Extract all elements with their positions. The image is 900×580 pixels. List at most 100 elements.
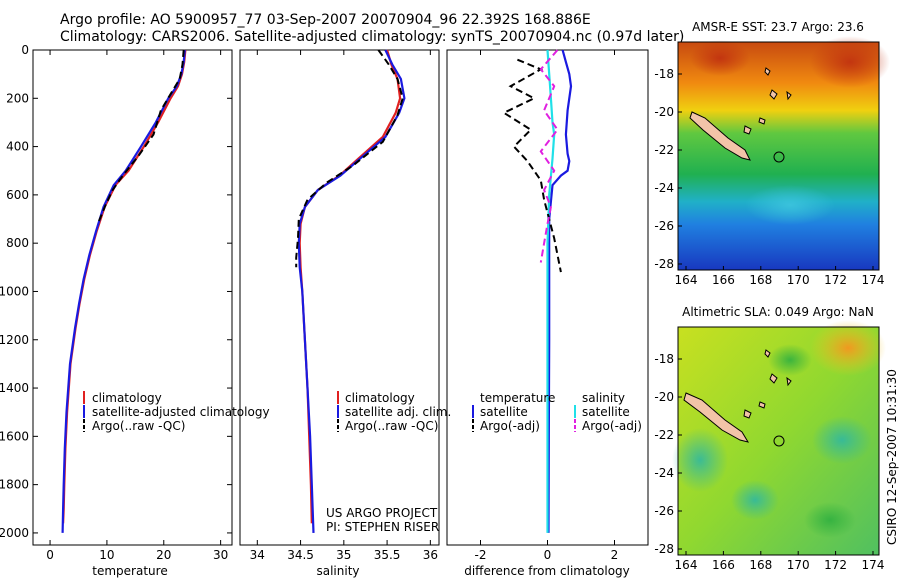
sst-warm-patch bbox=[690, 40, 750, 76]
legend-label: climatology bbox=[345, 391, 415, 405]
map-x-tick-label: 164 bbox=[675, 273, 698, 287]
difference-legend: temperature satellite Argo(-adj) salinit… bbox=[472, 391, 642, 433]
series-line-argo-raw-qc bbox=[295, 49, 404, 268]
legend-label: satellite bbox=[480, 405, 528, 419]
map-y-tick-label: -26 bbox=[654, 219, 674, 233]
salinity-plot: 34 34.5 35 35.5 36 bbox=[250, 49, 438, 562]
legend-label: Argo(-adj) bbox=[582, 419, 642, 433]
y-tick-label: 2000 bbox=[0, 526, 29, 540]
legend-label: satellite-adjusted climatology bbox=[92, 405, 270, 419]
sla-mid-patch bbox=[768, 344, 812, 376]
y-tick-label: 800 bbox=[6, 236, 29, 250]
y-tick-label: 1200 bbox=[0, 333, 29, 347]
x-tick-label: 2 bbox=[611, 548, 619, 562]
map-x-tick-label: 168 bbox=[749, 558, 772, 572]
legend-label: Argo(..raw -QC) bbox=[345, 419, 438, 433]
map-y-tick-label: -22 bbox=[654, 143, 674, 157]
x-tick-label: 10 bbox=[99, 548, 114, 562]
map-x-tick-label: 172 bbox=[824, 558, 847, 572]
sst-map bbox=[677, 36, 890, 271]
map-x-tick-label: 166 bbox=[712, 558, 735, 572]
series-line-argo-raw-qc bbox=[96, 49, 185, 225]
map-y-tick-label: -20 bbox=[654, 105, 674, 119]
new-caledonia-island bbox=[683, 392, 750, 443]
map-y-tick-label: -22 bbox=[654, 428, 674, 442]
series-line-temperature-argo-adj bbox=[501, 58, 562, 273]
argo-location-marker bbox=[773, 435, 785, 447]
difference-plot: -2 0 2 bbox=[475, 49, 619, 562]
sla-low-patch bbox=[731, 480, 779, 520]
y-tick-label: 1800 bbox=[0, 478, 29, 492]
x-tick-label: 35.5 bbox=[374, 548, 401, 562]
x-tick-label: 34 bbox=[250, 548, 265, 562]
sla-mid-patch bbox=[804, 502, 856, 538]
sla-map bbox=[672, 320, 886, 556]
map-y-tick-label: -24 bbox=[654, 466, 674, 480]
y-tick-label: 0 bbox=[21, 43, 29, 57]
sla-low-patch bbox=[812, 416, 872, 464]
map-x-tick-label: 168 bbox=[749, 273, 772, 287]
map-y-tick-label: -28 bbox=[654, 542, 674, 556]
y-tick-label: 1600 bbox=[0, 429, 29, 443]
sla-high-patch bbox=[810, 320, 886, 376]
y-tick-label: 1000 bbox=[0, 284, 29, 298]
sla-map-title: Altimetric SLA: 0.049 Argo: NaN bbox=[682, 305, 874, 319]
x-tick-label: 30 bbox=[213, 548, 228, 562]
x-tick-label: 34.5 bbox=[287, 548, 314, 562]
loyalty-islands bbox=[743, 67, 792, 135]
y-tick-label: 1400 bbox=[0, 381, 29, 395]
y-tick-label: 600 bbox=[6, 188, 29, 202]
sla-map-frame bbox=[677, 326, 880, 556]
salinity-xlabel: salinity bbox=[316, 564, 359, 578]
map-x-tick-label: 164 bbox=[675, 558, 698, 572]
map-y-tick-label: -18 bbox=[654, 352, 674, 366]
map-y-tick-label: -28 bbox=[654, 257, 674, 271]
series-line-satellite-adj-clim bbox=[297, 49, 406, 533]
map-x-tick-label: 174 bbox=[862, 273, 885, 287]
x-tick-label: 0 bbox=[46, 548, 54, 562]
map-x-tick-label: 170 bbox=[787, 273, 810, 287]
legend-group-title: salinity bbox=[582, 391, 625, 405]
difference-xlabel: difference from climatology bbox=[464, 564, 630, 578]
y-tick-label: 200 bbox=[6, 91, 29, 105]
timestamp-stamp: CSIRO 12-Sep-2007 10:31:30 bbox=[885, 369, 899, 545]
legend-label: Argo(-adj) bbox=[480, 419, 540, 433]
temperature-legend: climatology satellite-adjusted climatolo… bbox=[83, 391, 270, 433]
map-x-tick-label: 170 bbox=[787, 558, 810, 572]
temperature-plot: 0 10 20 30 0 200 400 600 800 1000 1200 1400 1600 1800… bbox=[0, 43, 232, 562]
new-caledonia-island bbox=[689, 111, 751, 161]
sst-warm-patch bbox=[810, 36, 890, 88]
sst-map-title: AMSR-E SST: 23.7 Argo: 23.6 bbox=[692, 20, 864, 34]
sla-low-patch bbox=[672, 428, 728, 492]
map-y-tick-label: -18 bbox=[654, 67, 674, 81]
map-y-tick-label: -26 bbox=[654, 504, 674, 518]
x-tick-label: 35 bbox=[336, 548, 351, 562]
map-y-tick-label: -20 bbox=[654, 390, 674, 404]
legend-label: Argo(..raw -QC) bbox=[92, 419, 185, 433]
series-line-satellite-adjusted-climatology bbox=[61, 49, 186, 533]
sst-map-frame bbox=[677, 41, 880, 271]
legend-label: satellite bbox=[582, 405, 630, 419]
map-x-tick-label: 174 bbox=[862, 558, 885, 572]
chart-title-line1: Argo profile: AO 5900957_77 03-Sep-2007 … bbox=[60, 12, 591, 28]
pi-credit: PI: STEPHEN RISER bbox=[326, 520, 439, 534]
temperature-xlabel: temperature bbox=[92, 564, 167, 578]
temperature-panel-frame bbox=[32, 49, 233, 546]
series-line-salinity-argo-adj bbox=[539, 49, 559, 263]
y-tick-label: 400 bbox=[6, 140, 29, 154]
x-tick-label: 0 bbox=[544, 548, 552, 562]
map-x-tick-label: 166 bbox=[712, 273, 735, 287]
x-tick-label: 36 bbox=[423, 548, 438, 562]
loyalty-islands bbox=[743, 349, 792, 419]
x-tick-label: 20 bbox=[156, 548, 171, 562]
series-line-temperature-satellite bbox=[547, 49, 573, 533]
legend-group-title: temperature bbox=[480, 391, 555, 405]
project-credit: US ARGO PROJECT bbox=[326, 506, 438, 520]
map-y-tick-label: -24 bbox=[654, 181, 674, 195]
chart-title-line2: Climatology: CARS2006. Satellite-adjuste… bbox=[60, 29, 685, 45]
x-tick-label: -2 bbox=[475, 548, 487, 562]
legend-label: climatology bbox=[92, 391, 162, 405]
salinity-legend: climatology satellite adj. clim. Argo(..… bbox=[337, 391, 451, 433]
argo-location-marker bbox=[773, 151, 785, 163]
